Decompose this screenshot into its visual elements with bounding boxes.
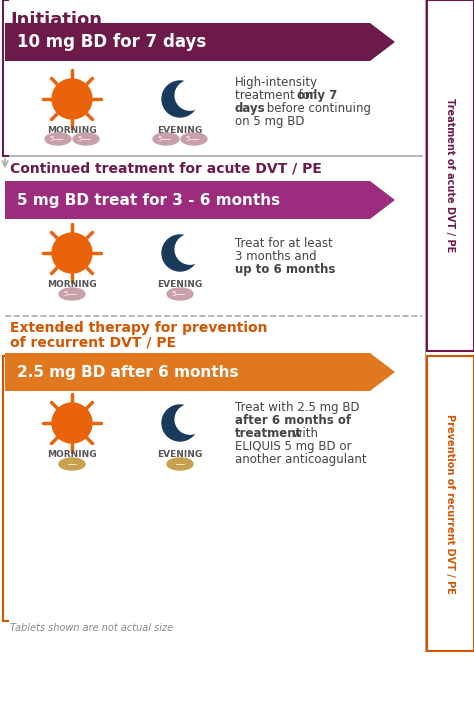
Circle shape: [52, 233, 92, 273]
Text: 5: 5: [50, 136, 54, 142]
FancyBboxPatch shape: [427, 0, 474, 351]
Text: Tablets shown are not actual size: Tablets shown are not actual size: [10, 623, 173, 633]
Text: High-intensity: High-intensity: [235, 76, 318, 89]
Text: 5: 5: [158, 136, 162, 142]
Text: 5: 5: [64, 291, 68, 297]
Ellipse shape: [181, 133, 207, 145]
Text: only 7: only 7: [297, 89, 337, 102]
Polygon shape: [5, 353, 395, 391]
Text: Extended therapy for prevention: Extended therapy for prevention: [10, 321, 267, 335]
Text: 5: 5: [78, 136, 82, 142]
FancyBboxPatch shape: [427, 356, 474, 651]
Text: up to 6 months: up to 6 months: [235, 263, 336, 276]
Ellipse shape: [45, 133, 71, 145]
Text: 5: 5: [172, 291, 176, 297]
Circle shape: [52, 79, 92, 119]
Text: ELIQUIS 5 mg BD or: ELIQUIS 5 mg BD or: [235, 440, 352, 453]
Text: after 6 months of: after 6 months of: [235, 414, 351, 427]
Ellipse shape: [153, 133, 179, 145]
Ellipse shape: [59, 458, 85, 470]
Text: EVENING: EVENING: [157, 280, 202, 289]
Text: MORNING: MORNING: [47, 126, 97, 135]
Ellipse shape: [167, 288, 193, 300]
Text: Continued treatment for acute DVT / PE: Continued treatment for acute DVT / PE: [10, 161, 322, 175]
Text: Treat with 2.5 mg BD: Treat with 2.5 mg BD: [235, 401, 360, 414]
Text: of recurrent DVT / PE: of recurrent DVT / PE: [10, 335, 176, 349]
Ellipse shape: [167, 458, 193, 470]
Text: treatment: treatment: [235, 427, 302, 440]
Text: on 5 mg BD: on 5 mg BD: [235, 115, 304, 128]
Text: days: days: [235, 102, 265, 115]
Circle shape: [175, 80, 205, 110]
Text: 10 mg BD for 7 days: 10 mg BD for 7 days: [17, 33, 206, 51]
Ellipse shape: [59, 288, 85, 300]
Text: 3 months and: 3 months and: [235, 250, 317, 263]
Text: 2.5 mg BD after 6 months: 2.5 mg BD after 6 months: [17, 365, 238, 380]
Text: Prevention of recurrent DVT / PE: Prevention of recurrent DVT / PE: [445, 414, 455, 594]
Text: 5: 5: [186, 136, 190, 142]
Text: with: with: [289, 427, 318, 440]
Ellipse shape: [73, 133, 99, 145]
Polygon shape: [5, 23, 395, 61]
Circle shape: [175, 405, 205, 434]
Text: EVENING: EVENING: [157, 126, 202, 135]
Circle shape: [52, 403, 92, 443]
Text: Treatment of acute DVT / PE: Treatment of acute DVT / PE: [445, 98, 455, 252]
Circle shape: [175, 235, 205, 264]
Text: before continuing: before continuing: [263, 102, 371, 115]
Text: 5 mg BD treat for 3 - 6 months: 5 mg BD treat for 3 - 6 months: [17, 193, 280, 208]
Text: MORNING: MORNING: [47, 450, 97, 459]
Circle shape: [162, 235, 198, 271]
Text: another anticoagulant: another anticoagulant: [235, 453, 366, 466]
Text: EVENING: EVENING: [157, 450, 202, 459]
Polygon shape: [5, 181, 395, 219]
Text: treatment for: treatment for: [235, 89, 319, 102]
Text: MORNING: MORNING: [47, 280, 97, 289]
Circle shape: [162, 405, 198, 441]
Text: Treat for at least: Treat for at least: [235, 237, 333, 250]
Circle shape: [162, 81, 198, 117]
Text: Initiation: Initiation: [10, 11, 102, 29]
